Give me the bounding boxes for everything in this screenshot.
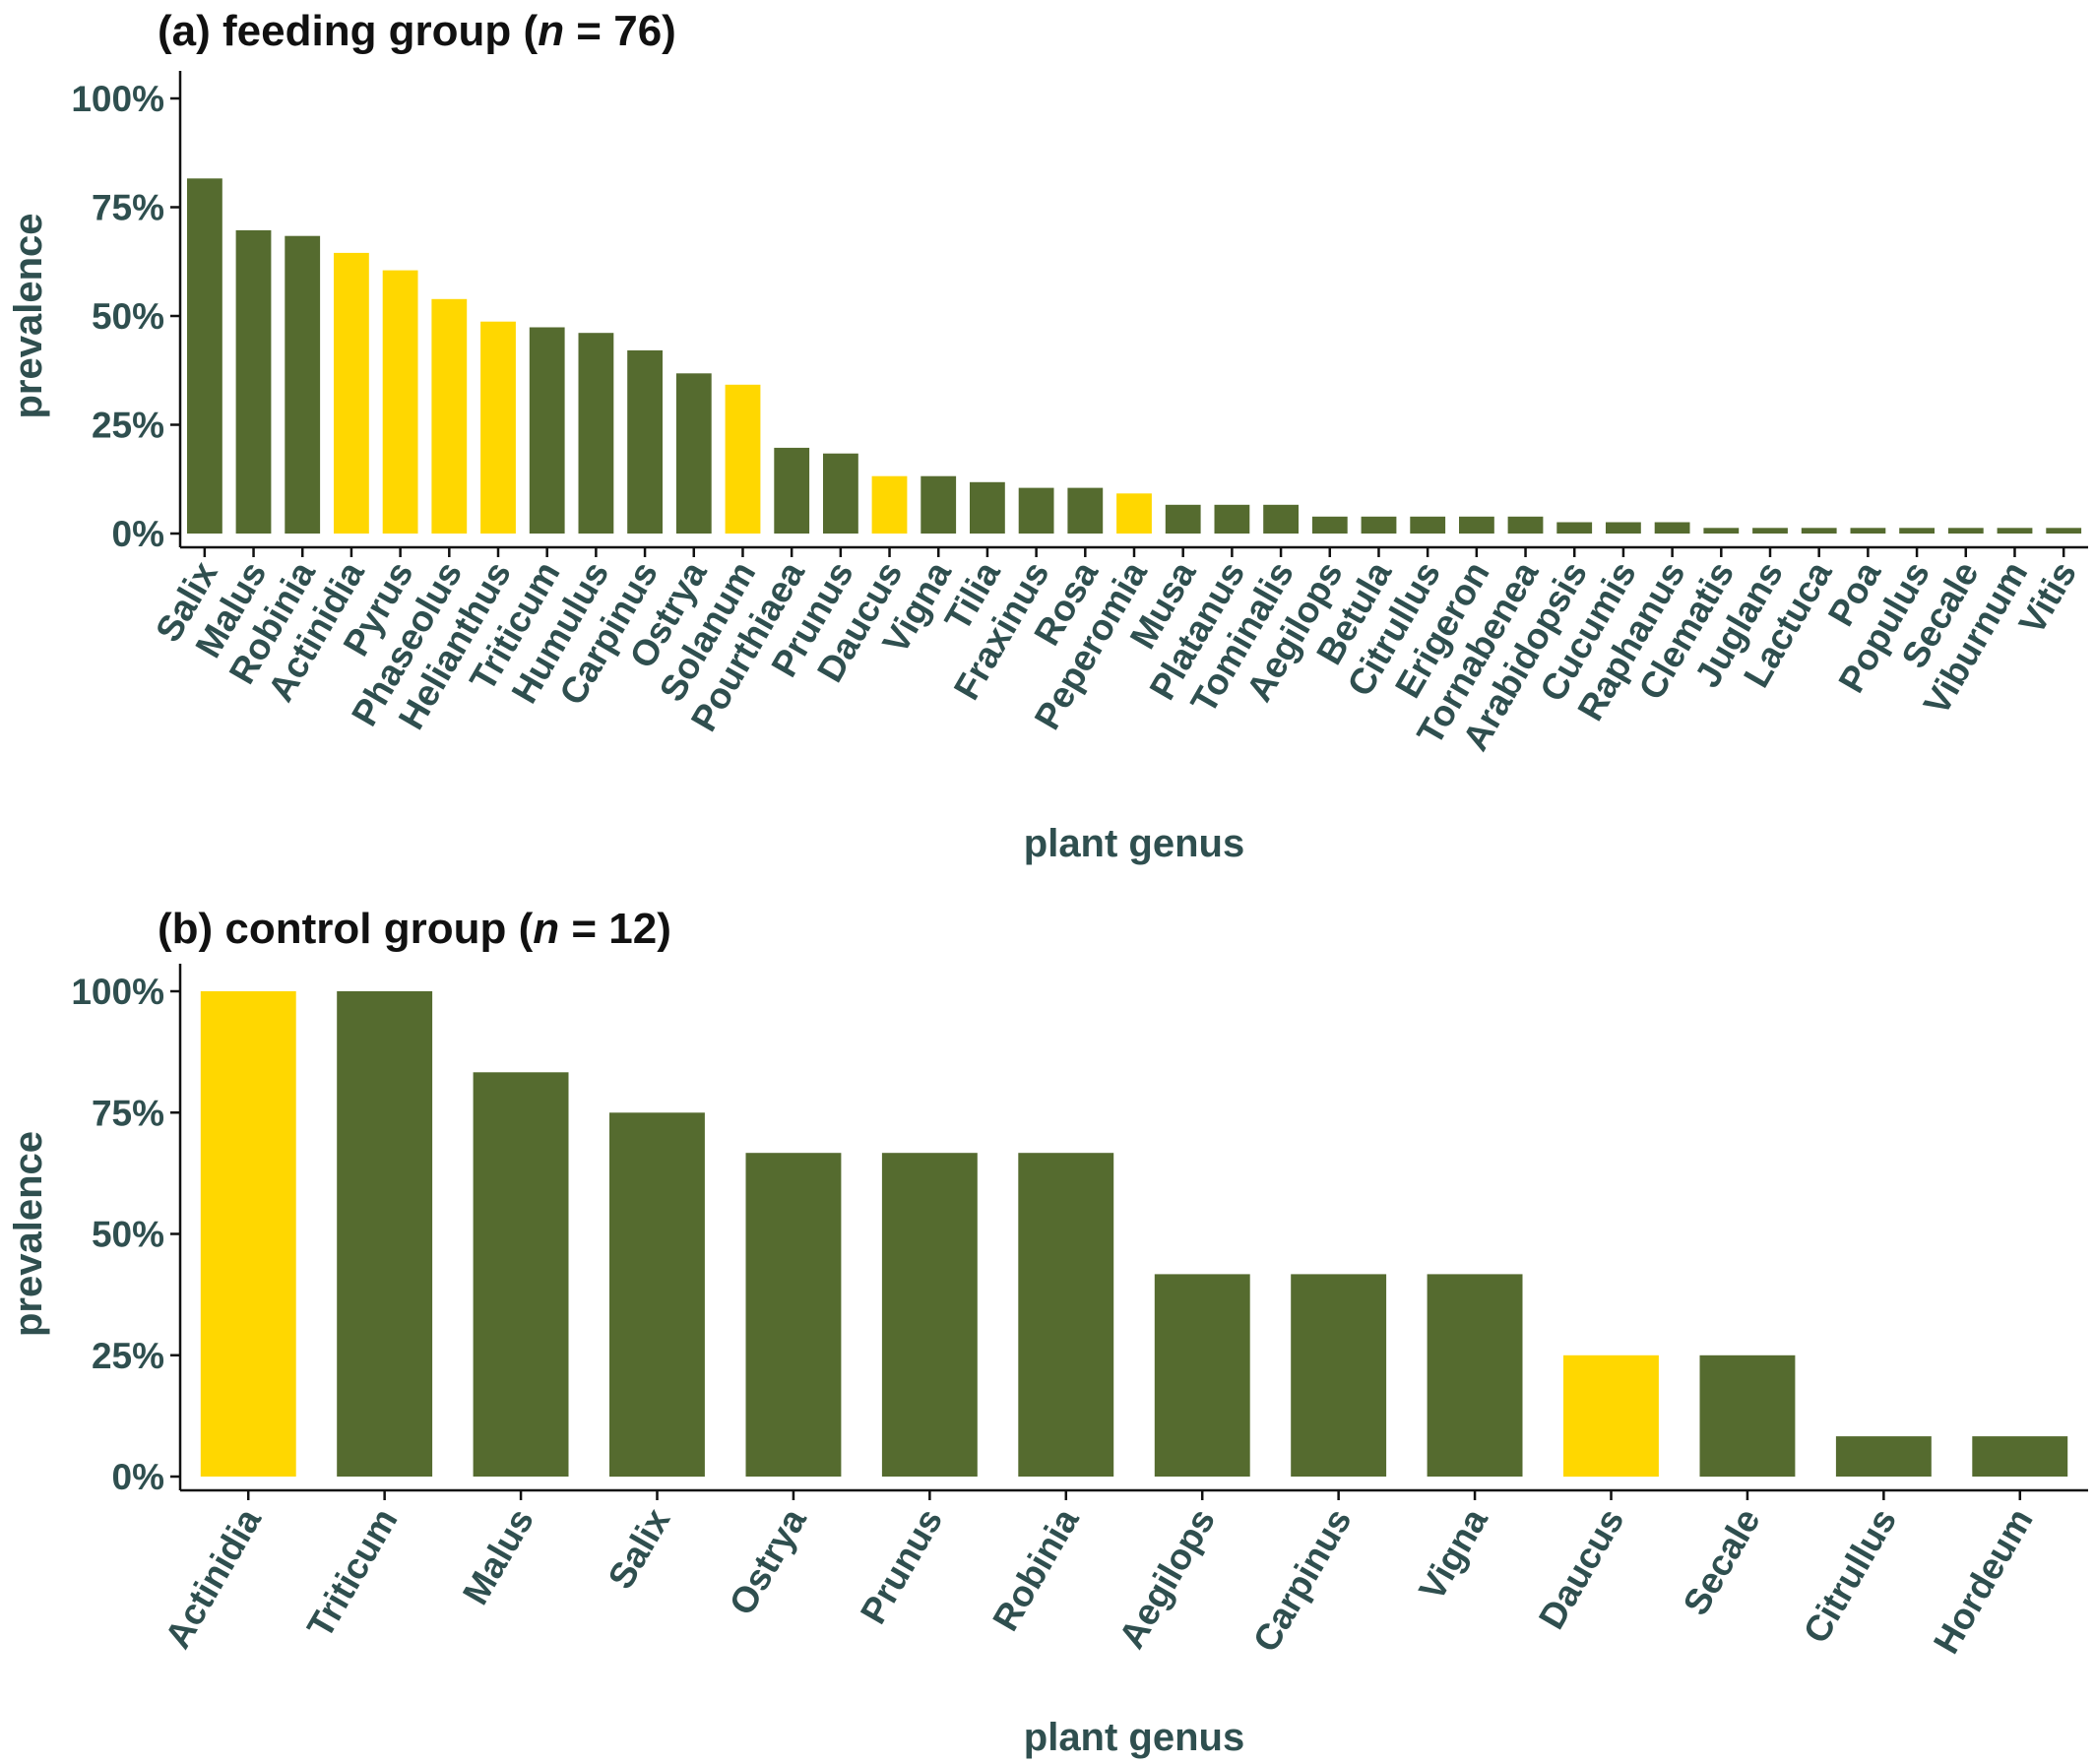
- x-tick-label: Actinidia: [158, 1501, 270, 1655]
- panel-title: (b) control group (n = 12): [158, 905, 671, 953]
- x-tick-label: Secale: [1676, 1502, 1768, 1622]
- bar-platanus: [1214, 504, 1250, 534]
- y-axis-title: prevalence: [7, 213, 50, 418]
- bar-aegilops: [1311, 516, 1348, 534]
- y-tick-label: 100%: [71, 972, 164, 1012]
- bar-cucumis: [1606, 522, 1641, 534]
- bar-vigna: [921, 475, 957, 534]
- bar-robinia: [1018, 1153, 1114, 1477]
- bar-triticum: [529, 327, 565, 534]
- bar-peperomia: [1116, 493, 1152, 534]
- x-tick-label: Robinia: [984, 1501, 1087, 1637]
- bar-solanum: [725, 384, 761, 534]
- bar-salix: [609, 1112, 705, 1478]
- bar-poa: [1850, 528, 1886, 534]
- bar-pyrus: [382, 270, 418, 534]
- x-axis-title: plant genus: [1024, 1716, 1244, 1759]
- y-tick-label: 25%: [92, 1336, 164, 1376]
- bar-malus: [235, 229, 272, 534]
- bar-phaseolus: [431, 298, 468, 534]
- x-tick-label: Aegilops: [1111, 1502, 1224, 1656]
- y-tick-label: 25%: [92, 406, 164, 446]
- bar-actinidia: [334, 252, 369, 534]
- y-tick-label: 50%: [92, 1215, 164, 1255]
- bar-malus: [473, 1072, 569, 1477]
- bar-aegilops: [1154, 1274, 1250, 1477]
- bar-robinia: [285, 235, 321, 534]
- bar-tominalis: [1263, 504, 1299, 534]
- bar-hordeum: [1972, 1436, 2068, 1477]
- x-tick-label: Hordeum: [1926, 1502, 2041, 1661]
- bar-humulus: [578, 333, 614, 534]
- y-tick-label: 0%: [112, 514, 164, 554]
- x-tick-label: Carpinus: [1245, 1502, 1360, 1659]
- bar-arabidopsis: [1556, 522, 1593, 534]
- bar-secale: [1947, 528, 1984, 534]
- bar-clematis: [1703, 528, 1740, 534]
- x-tick-label: Vigna: [1411, 1501, 1495, 1607]
- bar-secale: [1699, 1354, 1796, 1478]
- x-tick-label: Daucus: [1531, 1502, 1631, 1636]
- bar-helianthus: [480, 321, 516, 534]
- bar-triticum: [337, 991, 433, 1477]
- bar-viburnum: [1997, 528, 2033, 534]
- bar-rosa: [1067, 487, 1104, 534]
- bar-fraxinus: [1018, 487, 1054, 534]
- y-tick-label: 50%: [92, 296, 164, 337]
- bar-daucus: [1563, 1354, 1659, 1478]
- bar-daucus: [871, 475, 908, 534]
- bar-tornabenea: [1507, 516, 1544, 534]
- y-tick-label: 75%: [92, 188, 164, 228]
- panel-title: (a) feeding group (n = 76): [158, 7, 676, 55]
- bar-vitis: [2046, 528, 2082, 534]
- bar-carpinus: [1291, 1274, 1387, 1477]
- x-tick-label: Citrullus: [1796, 1502, 1905, 1650]
- chart-panel-b: (b) control group (n = 12) 0% 25% 50% 75% 100…: [7, 905, 2088, 1759]
- x-tick-label: Malus: [455, 1502, 541, 1611]
- y-tick-label: 0%: [112, 1457, 164, 1497]
- x-tick-label: Triticum: [299, 1502, 405, 1645]
- bar-raphanus: [1654, 522, 1690, 534]
- bar-tilia: [970, 481, 1005, 534]
- bar-citrullus: [1410, 516, 1446, 534]
- x-tick-label: Ostrya: [722, 1501, 814, 1621]
- x-tick-label: Prunus: [853, 1502, 950, 1631]
- bar-lactuca: [1801, 528, 1837, 534]
- bar-populus: [1899, 528, 1935, 534]
- chart-panel-a: (a) feeding group (n = 76) 0% 25% 50% 75% 100…: [7, 7, 2088, 865]
- bar-actinidia: [200, 991, 296, 1477]
- bar-vigna: [1427, 1274, 1523, 1477]
- bar-carpinus: [627, 349, 663, 534]
- bar-prunus: [823, 453, 858, 534]
- y-tick-label: 100%: [71, 79, 164, 119]
- x-axis-title: plant genus: [1024, 822, 1244, 865]
- bar-citrullus: [1835, 1436, 1932, 1477]
- bar-ostrya: [675, 373, 712, 534]
- y-axis-title: prevalence: [7, 1131, 50, 1337]
- bar-betula: [1361, 516, 1397, 534]
- bar-juglans: [1752, 528, 1788, 534]
- bar-prunus: [881, 1153, 978, 1477]
- bar-musa: [1165, 504, 1201, 534]
- x-tick-label: Salix: [601, 1501, 678, 1596]
- bar-pourthiaea: [774, 447, 810, 534]
- y-tick-label: 75%: [92, 1093, 164, 1133]
- bar-erigeron: [1459, 516, 1494, 534]
- bar-ostrya: [745, 1153, 842, 1477]
- bar-salix: [187, 178, 222, 535]
